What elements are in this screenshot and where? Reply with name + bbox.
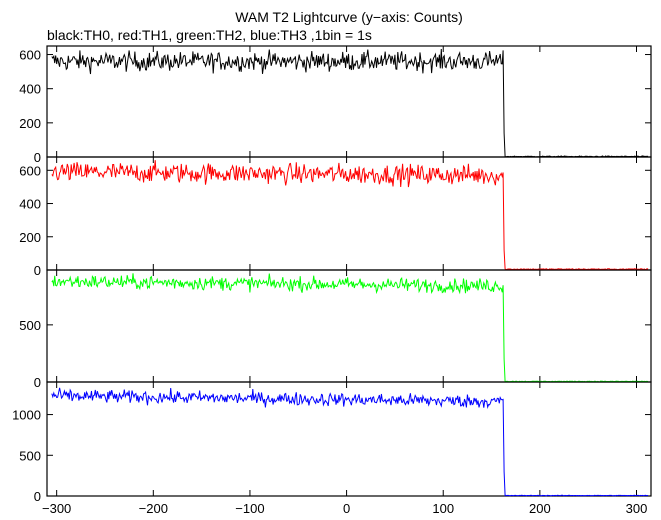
y-tick-label: 0	[34, 263, 41, 278]
y-tick-label: 600	[19, 163, 41, 178]
y-tick-label: 500	[19, 318, 41, 333]
panel-th3: 0 500 1000	[12, 381, 652, 504]
x-tick-label: 300	[626, 501, 648, 515]
y-tick-label: 500	[19, 448, 41, 463]
panel-th2: 0 500	[19, 269, 652, 390]
x-tick-label: 100	[432, 501, 454, 515]
y-tick-label: 1000	[12, 408, 41, 423]
panel-th0: 0 200 400 600	[19, 45, 652, 165]
y-tick-label: 400	[19, 82, 41, 97]
y-tick-label: 0	[34, 489, 41, 504]
panel-frame	[46, 381, 652, 497]
chart-title: WAM T2 Lightcurve (y−axis: Counts)	[235, 9, 463, 25]
series-line-th1	[51, 160, 649, 271]
y-tick-label: 0	[34, 150, 41, 165]
series-line-th2	[51, 273, 649, 383]
y-tick-label: 600	[19, 48, 41, 63]
chart-subtitle: black:TH0, red:TH1, green:TH2, blue:TH3 …	[47, 27, 372, 43]
y-tick-label: 0	[34, 375, 41, 390]
x-axis: −300 −200 −100 0 100 200 300	[42, 501, 648, 516]
x-tick-label: −200	[139, 501, 168, 515]
y-tick-label: 400	[19, 197, 41, 212]
series-line-th3	[51, 387, 649, 497]
y-tick-label: 200	[19, 230, 41, 245]
x-tick-label: −100	[235, 501, 264, 515]
x-tick-label: 0	[343, 501, 350, 515]
panel-th1: 0 200 400 600	[19, 156, 652, 278]
y-tick-label: 200	[19, 116, 41, 131]
x-tick-label: 200	[529, 501, 551, 515]
series-line-th0	[51, 48, 649, 158]
x-tick-label: −300	[42, 501, 71, 515]
